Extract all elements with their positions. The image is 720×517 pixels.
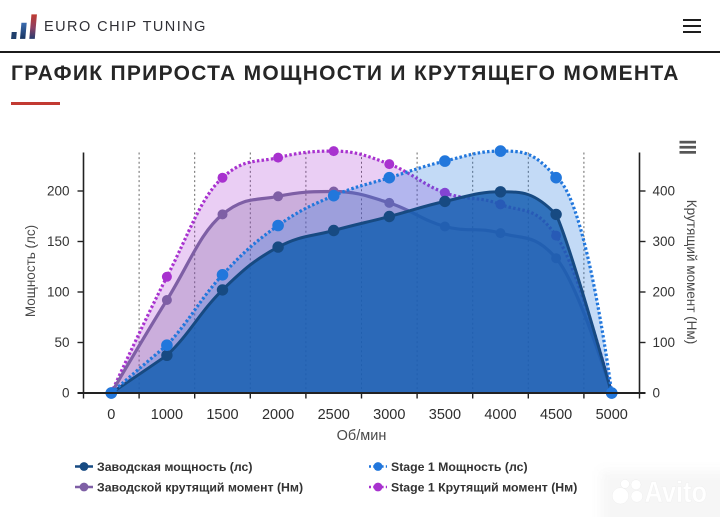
svg-text:0: 0: [107, 407, 115, 423]
svg-text:Заводская мощность (лс): Заводская мощность (лс): [97, 460, 252, 474]
svg-text:200: 200: [653, 285, 676, 300]
svg-text:3500: 3500: [429, 407, 461, 423]
svg-text:200: 200: [47, 184, 70, 199]
svg-text:300: 300: [653, 234, 676, 249]
svg-text:4500: 4500: [540, 407, 572, 423]
svg-text:50: 50: [54, 335, 69, 350]
svg-text:4000: 4000: [484, 407, 516, 423]
svg-text:5000: 5000: [596, 407, 628, 423]
svg-text:Stage 1 Мощность (лс): Stage 1 Мощность (лс): [391, 460, 528, 474]
svg-text:Stage 1 Крутящий момент (Нм): Stage 1 Крутящий момент (Нм): [391, 480, 577, 494]
svg-text:Мощность (лс): Мощность (лс): [23, 225, 38, 317]
svg-text:Об/мин: Об/мин: [337, 428, 387, 444]
svg-text:3000: 3000: [373, 407, 405, 423]
svg-text:1000: 1000: [151, 407, 183, 423]
svg-text:0: 0: [653, 386, 661, 401]
svg-text:0: 0: [62, 386, 70, 401]
svg-text:100: 100: [653, 335, 676, 350]
svg-text:Крутящий момент (Нм): Крутящий момент (Нм): [684, 200, 699, 344]
svg-text:2000: 2000: [262, 407, 294, 423]
svg-text:Avito: Avito: [645, 475, 707, 508]
svg-text:1500: 1500: [206, 407, 238, 423]
svg-text:400: 400: [653, 184, 676, 199]
svg-text:100: 100: [47, 285, 70, 300]
svg-text:Заводской крутящий момент (Нм): Заводской крутящий момент (Нм): [97, 480, 303, 494]
svg-text:2500: 2500: [318, 407, 350, 423]
svg-text:150: 150: [47, 234, 70, 249]
